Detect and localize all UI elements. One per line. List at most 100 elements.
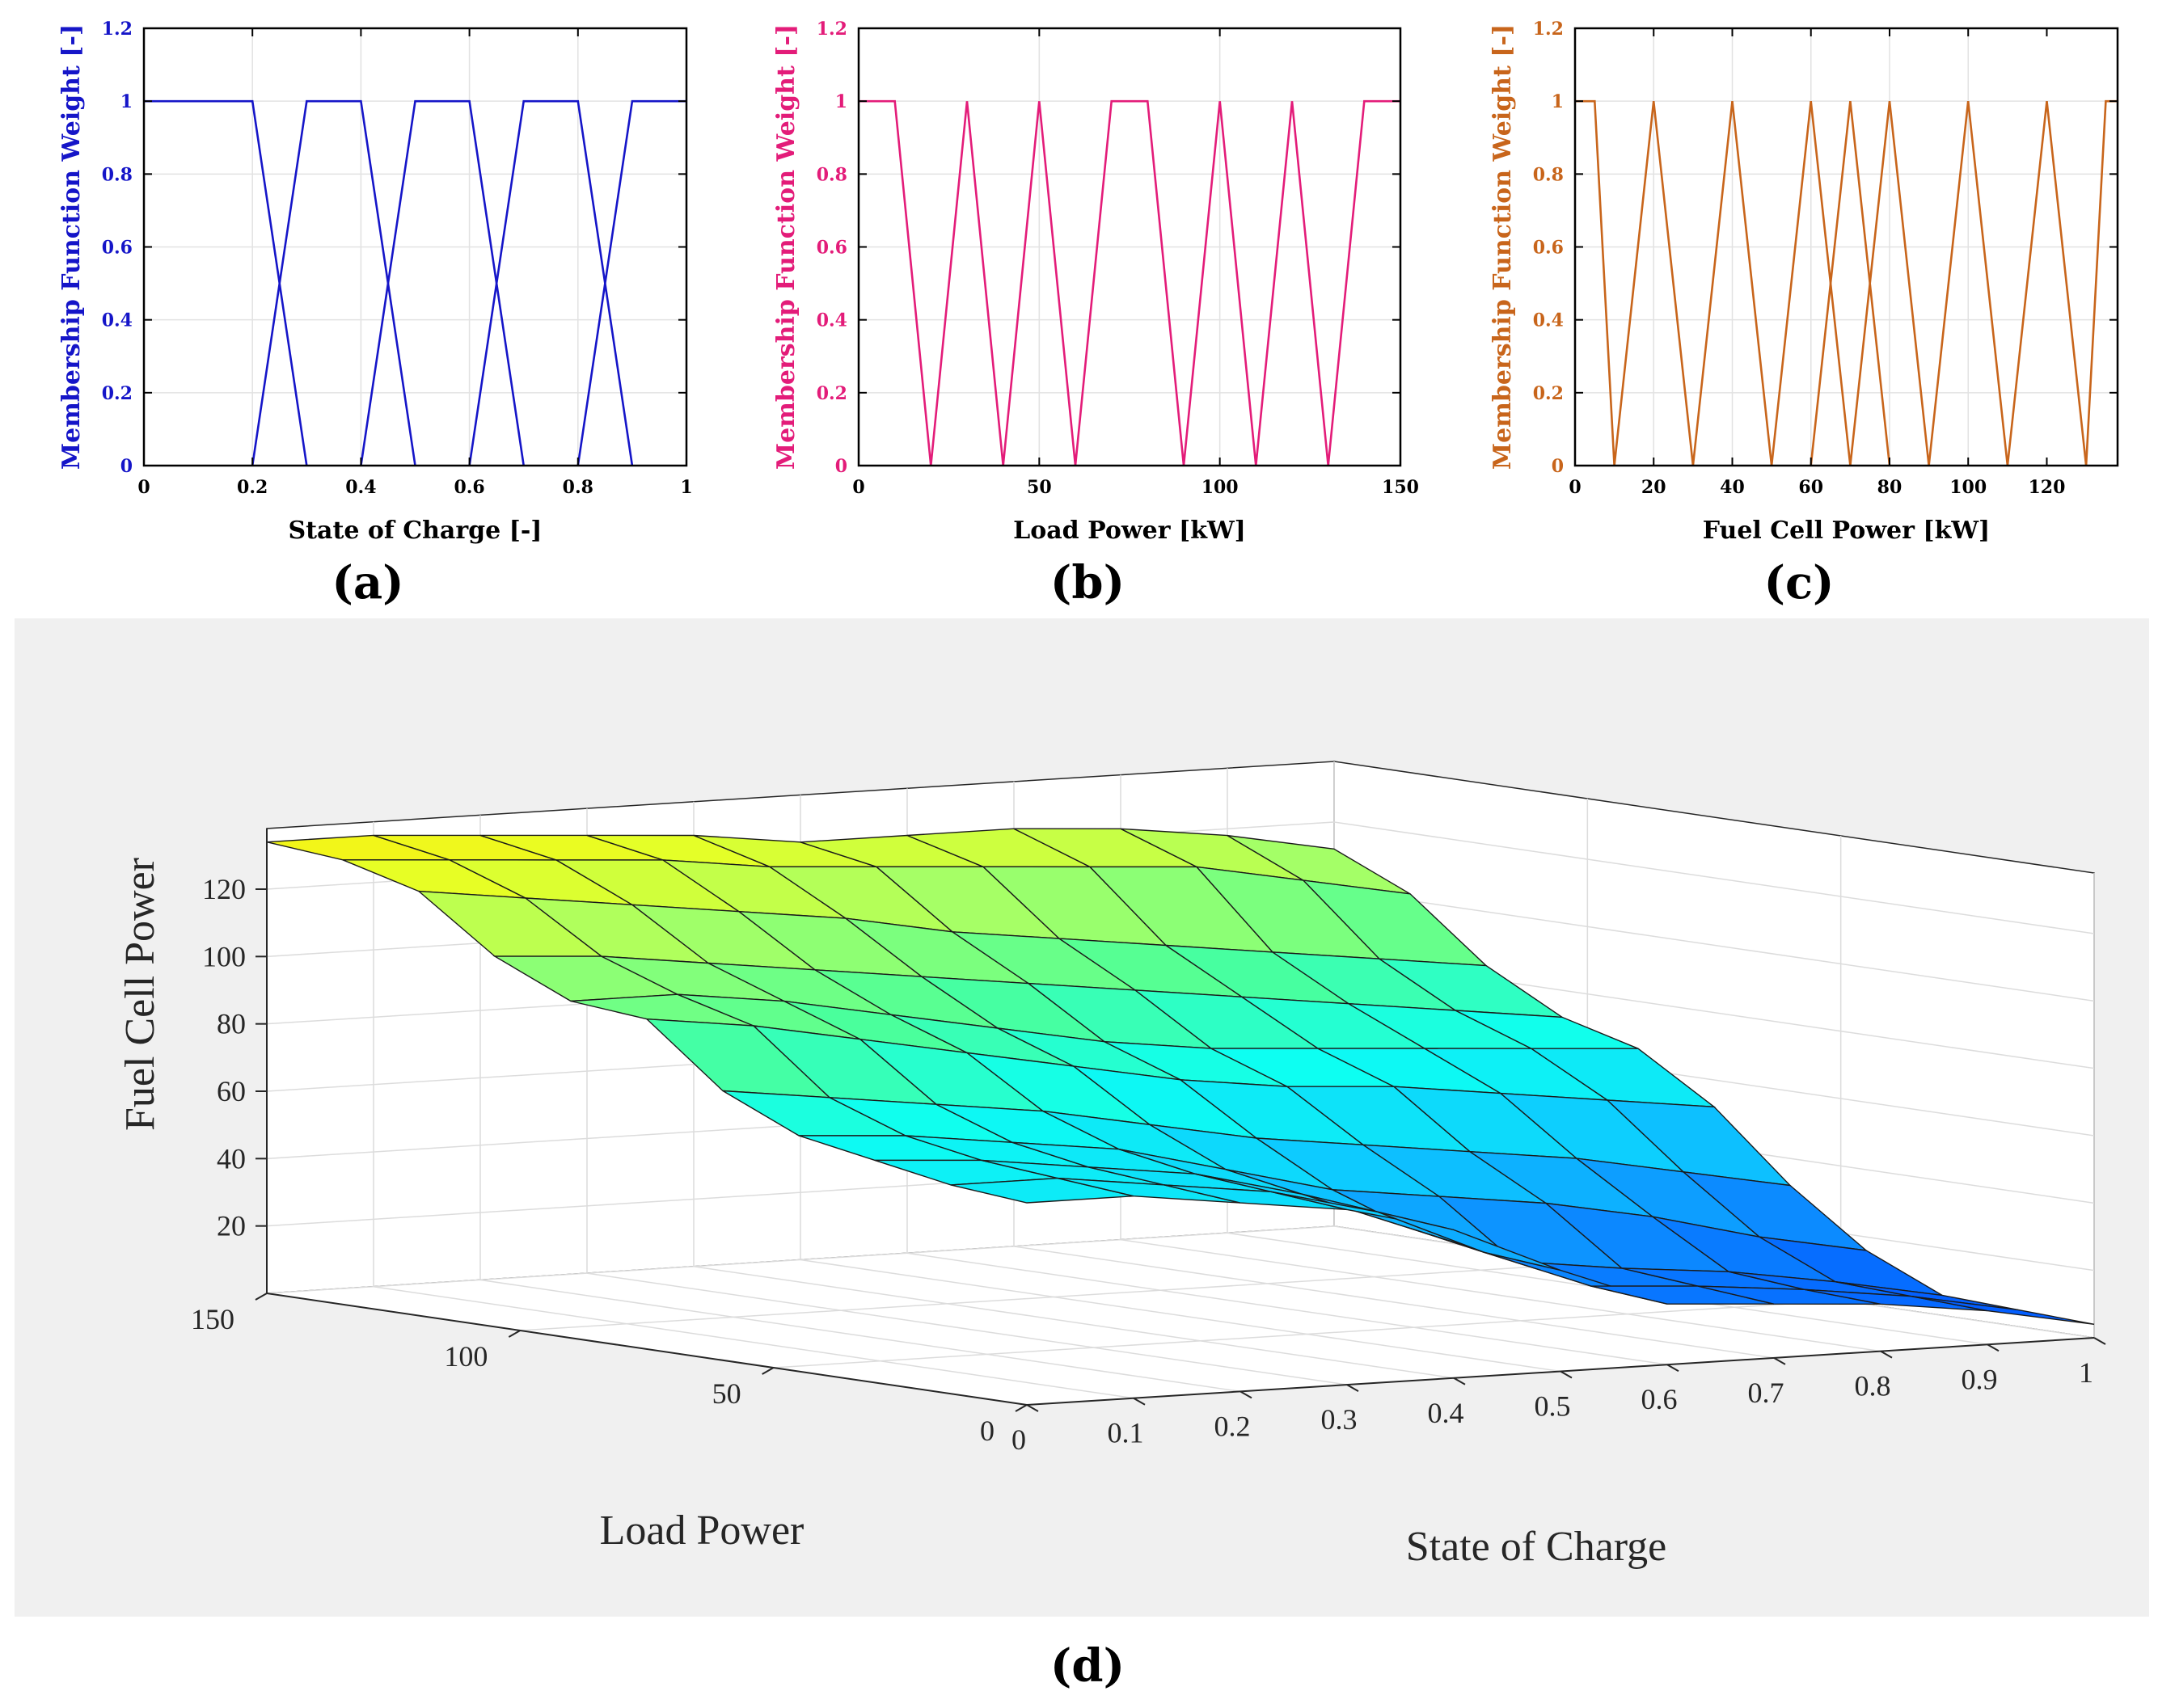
z-tick-label: 120 xyxy=(202,873,246,905)
x-tick-label: 0.2 xyxy=(1214,1410,1251,1442)
x-tick-label: 0 xyxy=(1011,1423,1026,1456)
series-line-7 xyxy=(1928,101,2009,466)
floor-gridline xyxy=(479,1279,1241,1393)
x-tick-label: 0.4 xyxy=(345,477,376,498)
x-tick-label: 1 xyxy=(2079,1356,2093,1389)
x-tick-label: 0.6 xyxy=(454,477,484,498)
series-line-4 xyxy=(1770,101,1852,466)
x-tick-mark xyxy=(2093,1337,2106,1345)
y-tick-label: 1 xyxy=(1552,91,1564,112)
x-axis-label: Load Power [kW] xyxy=(1013,517,1246,545)
y-tick-mark xyxy=(1015,1404,1028,1412)
x-tick-label: 0.5 xyxy=(1535,1390,1571,1423)
y-tick-label: 0.8 xyxy=(102,164,133,185)
floor-gridline xyxy=(373,1285,1134,1399)
x-tick-label: 0.8 xyxy=(563,477,593,498)
surface-patch xyxy=(1911,1296,2095,1325)
x-tick-mark xyxy=(1026,1404,1039,1412)
x-tick-mark xyxy=(1987,1343,2000,1352)
z-tick-label: 100 xyxy=(202,940,246,972)
z-tick-label: 20 xyxy=(217,1210,246,1242)
x-tick-label: 0.1 xyxy=(1108,1417,1144,1449)
x-tick-mark xyxy=(1239,1390,1252,1399)
panel-label-a: (a) xyxy=(332,556,403,609)
y-tick-label: 0.2 xyxy=(1533,383,1564,404)
x-tick-label: 120 xyxy=(2029,477,2066,498)
x-tick-label: 80 xyxy=(1877,477,1903,498)
x-tick-label: 60 xyxy=(1798,477,1823,498)
y-axis-label: Membership Function Weight [-] xyxy=(57,24,86,470)
x-tick-label: 0.7 xyxy=(1748,1377,1784,1409)
y-axis-label: Membership Function Weight [-] xyxy=(772,24,800,470)
x-tick-mark xyxy=(1346,1384,1359,1392)
x-tick-mark xyxy=(1453,1377,1466,1385)
x-tick-label: 0.2 xyxy=(237,477,268,498)
panel-label-b: (b) xyxy=(1050,556,1125,609)
y-tick-mark xyxy=(762,1367,775,1375)
y-tick-label: 0 xyxy=(1552,456,1564,477)
y-axis-label: Membership Function Weight [-] xyxy=(1489,24,1517,470)
x-tick-label: 150 xyxy=(1382,477,1419,498)
series-line-6 xyxy=(1849,101,1930,466)
floor-gridline xyxy=(520,1263,1588,1331)
x-tick-mark xyxy=(1880,1350,1893,1359)
y-tick-label: 100 xyxy=(444,1340,488,1373)
x-tick-label: 0.6 xyxy=(1641,1383,1678,1415)
panel-d: 0 0.1 0.2 0.3 0.4 0.5 0.6 0.7 0.8 0.9 1 0 50 100 150 20… xyxy=(117,761,2106,1570)
x-tick-label: 0 xyxy=(852,477,864,498)
y-tick-mark xyxy=(508,1330,521,1338)
panel-a: 0 0.2 0.4 0.6 0.8 1 0 0.2 0.4 0.6 0.8 1 1.2 State of … xyxy=(57,19,693,545)
series-line-1 xyxy=(144,99,308,466)
x-axis-label: State of Charge [-] xyxy=(289,517,543,545)
x-tick-mark xyxy=(1666,1364,1679,1373)
series-line-8 xyxy=(2006,101,2088,466)
x-tick-label: 100 xyxy=(1949,477,1987,498)
panel-c: 0 20 40 60 80 100 120 0 0.2 0.4 0.6 0.8 1 1.2 Fuel Cel… xyxy=(1489,19,2119,545)
x-tick-label: 40 xyxy=(1720,477,1745,498)
floor-gridline xyxy=(773,1300,1841,1369)
y-tick-label: 0.2 xyxy=(817,383,847,404)
z-tick-label: 80 xyxy=(217,1008,246,1040)
series-line-3 xyxy=(1691,101,1773,466)
z-axis-label: Fuel Cell Power xyxy=(117,858,163,1131)
x-tick-mark xyxy=(1773,1357,1786,1365)
y-tick-label: 150 xyxy=(191,1303,234,1335)
x-tick-label: 1 xyxy=(680,477,692,498)
x-tick-label: 50 xyxy=(1027,477,1052,498)
floor-gridline xyxy=(266,1225,1335,1294)
y-tick-label: 1 xyxy=(835,91,847,112)
y-tick-label: 0 xyxy=(835,456,847,477)
x-axis-label: State of Charge xyxy=(1406,1524,1667,1570)
x-tick-label: 0 xyxy=(1569,477,1581,498)
y-tick-label: 1.2 xyxy=(817,19,847,40)
y-tick-label: 0.4 xyxy=(817,310,847,331)
y-tick-label: 0.4 xyxy=(102,310,133,331)
y-tick-label: 0.6 xyxy=(817,238,847,259)
panel-b: 0 50 100 150 0 0.2 0.4 0.6 0.8 1 1.2 Load Power [kW… xyxy=(772,19,1419,545)
y-axis-line xyxy=(266,1293,1028,1406)
floor-gridline xyxy=(1120,1238,1881,1352)
y-tick-label: 0.4 xyxy=(1533,310,1564,331)
x-tick-mark xyxy=(1560,1370,1573,1379)
y-tick-label: 50 xyxy=(712,1377,741,1410)
x-tick-label: 100 xyxy=(1201,477,1239,498)
y-tick-label: 0.8 xyxy=(1533,164,1564,185)
y-tick-label: 1.2 xyxy=(1533,19,1564,40)
floor-gridline xyxy=(800,1259,1561,1373)
series-line-2 xyxy=(1613,101,1695,466)
wall-gridline xyxy=(1333,821,2095,934)
x-tick-label: 20 xyxy=(1641,477,1666,498)
x-tick-label: 0.8 xyxy=(1855,1370,1891,1402)
y-tick-label: 0.8 xyxy=(817,164,847,185)
y-tick-label: 0 xyxy=(980,1415,995,1447)
z-tick-label: 40 xyxy=(217,1142,246,1175)
x-tick-label: 0.9 xyxy=(1962,1363,1998,1395)
y-tick-mark xyxy=(255,1293,268,1301)
x-tick-label: 0.3 xyxy=(1321,1403,1358,1436)
x-tick-mark xyxy=(1133,1397,1146,1406)
wall-gridline xyxy=(1333,888,2095,1002)
floor-gridline xyxy=(1013,1246,1775,1359)
x-axis-label: Fuel Cell Power [kW] xyxy=(1703,517,1991,545)
y-axis-label: Load Power xyxy=(600,1508,804,1554)
